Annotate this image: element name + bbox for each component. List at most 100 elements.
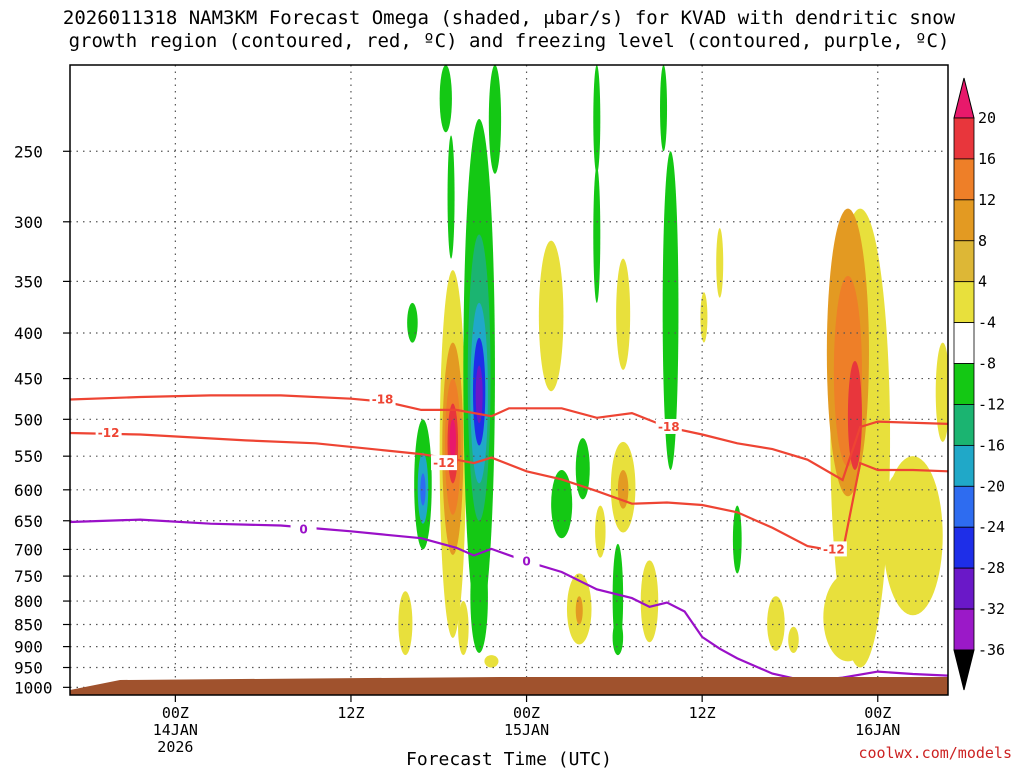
omega-region-25: [575, 596, 583, 625]
omega-region-23: [575, 438, 590, 500]
omega-region-40: [767, 596, 785, 651]
colorbar-segment: [953, 444, 975, 487]
x-tick-label: 16JAN: [855, 721, 900, 739]
colorbar-label: 20: [978, 109, 996, 127]
chart-title-line1: 2026011318 NAM3KM Forecast Omega (shaded…: [63, 7, 956, 29]
colorbar-label: -28: [978, 559, 1005, 577]
omega-region-31: [593, 65, 601, 174]
colorbar-label: -4: [978, 314, 996, 332]
y-tick-label: 950: [14, 659, 43, 678]
colorbar-segment: [953, 199, 975, 242]
colorbar-segment: [953, 117, 975, 160]
grid: [70, 65, 948, 695]
y-tick-label: 500: [14, 410, 43, 429]
chart-title-line2: growth region (contoured, red, ºC) and f…: [69, 30, 950, 52]
colorbar-segment: [953, 363, 975, 405]
y-tick-label: 900: [14, 638, 43, 657]
colorbar-bottom-arrow: [953, 649, 975, 691]
omega-region-32: [593, 166, 601, 303]
omega-region-34: [662, 151, 679, 470]
y-tick-label: 750: [14, 567, 43, 586]
x-tick-label: 00Z: [513, 704, 540, 722]
contour-label-bg: [290, 521, 317, 537]
colorbar-segment: [953, 526, 975, 569]
omega-region-48: [884, 473, 913, 542]
contour-label-minus18: -18: [372, 392, 394, 406]
omega-region-18: [458, 601, 469, 656]
y-tick-label: 400: [14, 324, 43, 343]
contour-label-bg: [820, 541, 847, 557]
y-tick-label: 850: [14, 615, 43, 634]
omega-region-6: [449, 419, 456, 461]
omega-region-19: [407, 302, 418, 343]
colorbar-segment: [953, 281, 975, 324]
omega-region-46: [847, 360, 862, 470]
colorbar-label: -32: [978, 600, 1005, 618]
colorbar-segment: [953, 485, 975, 528]
x-tick-label: 12Z: [337, 704, 364, 722]
colorbar-label: -24: [978, 518, 1005, 536]
omega-region-17: [470, 541, 488, 653]
y-tick-label: 550: [14, 447, 43, 466]
omega-region-21: [538, 240, 564, 392]
credit-text: coolwx.com/models: [858, 744, 1012, 762]
colorbar-segment: [953, 240, 975, 283]
omega-region-38: [716, 228, 724, 298]
x-axis-title: Forecast Time (UTC): [406, 749, 612, 768]
y-tick-label: 800: [14, 592, 43, 611]
contour-minus12: [70, 431, 948, 554]
y-tick-label: 250: [14, 142, 43, 161]
x-tick-label: 12Z: [689, 704, 716, 722]
contour-label-zero: 0: [299, 523, 307, 537]
x-tick-label: 2026: [157, 738, 193, 756]
colorbar-label: -20: [978, 477, 1005, 495]
y-axis: 250 300 350 400 450 500 550 600 650 700 750 800 850 9…: [14, 142, 70, 697]
colorbar-segment: [953, 404, 975, 446]
colorbar-label: 8: [978, 232, 987, 250]
omega-region-36: [660, 65, 668, 152]
contour-label-minus12: -12: [98, 426, 120, 440]
contour-label-zero: 0: [522, 554, 530, 568]
colorbar-label: -8: [978, 355, 996, 373]
x-tick-label: 15JAN: [504, 721, 549, 739]
colorbar-label: 16: [978, 150, 996, 168]
y-tick-label: 350: [14, 272, 43, 291]
colorbar-label: -12: [978, 395, 1005, 413]
contour-label-bg: [513, 553, 540, 569]
colorbar-segment: [953, 322, 975, 364]
colorbar-top-arrow: [953, 77, 975, 119]
omega-region-30: [612, 619, 624, 656]
omega-region-10: [420, 473, 426, 506]
omega-region-33: [616, 258, 631, 370]
y-tick-label: 300: [14, 213, 43, 232]
omega-region-41: [788, 626, 799, 653]
colorbar-segment: [953, 608, 975, 651]
contour-label-bg: [369, 391, 396, 407]
contour-label-minus12: -12: [433, 456, 455, 470]
terrain: [70, 677, 948, 695]
contour-label-bg: [95, 424, 122, 440]
contour-minus18: [70, 394, 948, 482]
omega-region-20: [439, 65, 452, 133]
y-tick-label: 650: [14, 512, 43, 531]
colorbar-label: 12: [978, 191, 996, 209]
x-tick-label: 00Z: [162, 704, 189, 722]
colorbar-label: -16: [978, 436, 1005, 454]
plot-area: [70, 65, 948, 695]
x-tick-label: 14JAN: [153, 721, 198, 739]
colorbar-label: -36: [978, 641, 1005, 659]
colorbar-segment: [953, 567, 975, 610]
colorbar-label: 4: [978, 273, 987, 291]
omega-region-22: [551, 469, 573, 539]
y-tick-label: 450: [14, 370, 43, 389]
omega-region-37: [700, 292, 708, 343]
contour-label-bg: [655, 418, 682, 434]
omega-region-16: [488, 65, 502, 174]
colorbar-segment: [953, 158, 975, 201]
y-tick-label: 700: [14, 540, 43, 559]
plot-frame: [69, 64, 949, 696]
colorbar: 20 16 12 8 4 -4 -8 -12 -16 -20 -24 -28 -32 -36: [953, 77, 1005, 691]
omega-region-28: [595, 505, 606, 558]
